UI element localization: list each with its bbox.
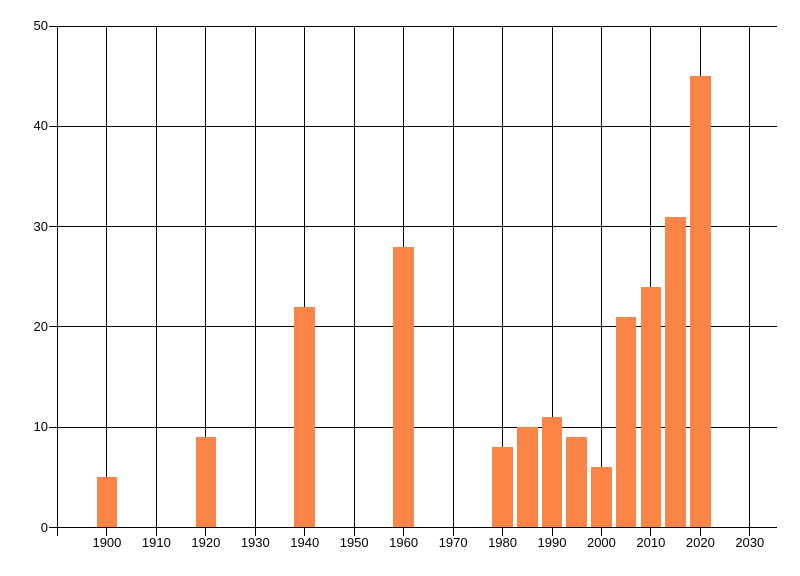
x-gridline: [650, 26, 652, 536]
y-tick-label: 30: [33, 218, 48, 234]
y-tick-label: 40: [33, 118, 48, 134]
x-tick-label: 1920: [191, 534, 221, 550]
bar: [517, 427, 538, 528]
x-gridline: [600, 26, 602, 536]
x-gridline: [155, 26, 157, 536]
x-gridline: [551, 26, 553, 536]
bar: [665, 216, 686, 528]
y-axis-spine: [57, 26, 58, 536]
bar: [96, 477, 118, 528]
x-tick-label: 1950: [339, 534, 369, 550]
x-tick-label: 2030: [735, 534, 765, 550]
y-tick-label: 10: [33, 419, 48, 435]
x-gridline: [304, 26, 306, 536]
x-tick-label: 2000: [586, 534, 616, 550]
bar: [294, 306, 315, 528]
y-gridline: [49, 25, 777, 27]
y-tick-label: 50: [33, 18, 48, 33]
bar: [393, 246, 414, 528]
bar: [195, 437, 217, 528]
x-tick-label: 1940: [290, 534, 320, 550]
x-gridline: [502, 26, 504, 536]
x-gridline: [353, 26, 355, 536]
plot-area: [49, 25, 777, 536]
bar: [690, 76, 711, 528]
bar: [566, 437, 587, 528]
x-tick-label: 1970: [438, 534, 468, 550]
x-tick-label: 1910: [141, 534, 171, 550]
x-gridline: [452, 26, 454, 536]
x-gridline: [254, 26, 256, 536]
x-tick-label: 2020: [685, 534, 715, 550]
x-tick-label: 1960: [389, 534, 419, 550]
y-gridline: [49, 226, 777, 228]
x-tick-label: 1930: [240, 534, 270, 550]
x-tick-label: 1980: [488, 534, 517, 550]
x-tick-label: 1990: [537, 534, 567, 550]
y-gridline: [49, 125, 777, 127]
y-tick-label: 0: [40, 519, 48, 535]
bar: [640, 286, 662, 528]
y-tick-label: 20: [33, 318, 48, 334]
bar: [492, 447, 513, 528]
x-axis-line: [57, 527, 777, 528]
bar: [541, 417, 563, 528]
bar: [615, 316, 637, 528]
x-tick-label: 1900: [92, 534, 122, 550]
x-tick-label: 2010: [636, 534, 666, 550]
x-gridline: [749, 26, 751, 536]
x-gridline: [106, 26, 108, 536]
x-gridline: [205, 26, 207, 536]
bar: [591, 467, 612, 528]
